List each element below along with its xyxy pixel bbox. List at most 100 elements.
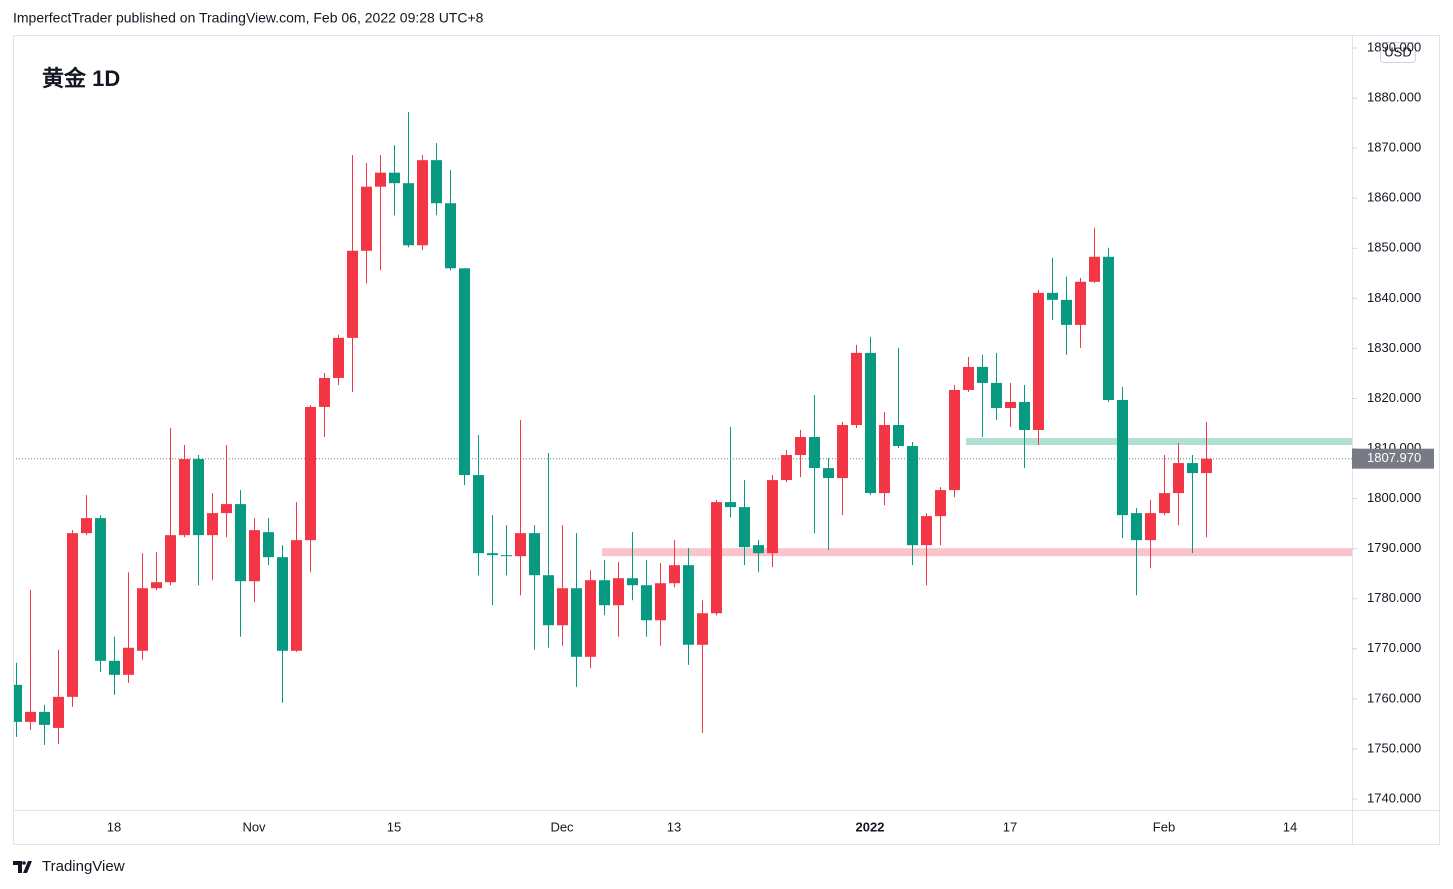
candle-body [14, 684, 22, 722]
plot-area [14, 112, 1352, 745]
candle-body [487, 553, 498, 556]
currency: USD [1384, 44, 1411, 59]
x-tick-label: 14 [1283, 819, 1297, 834]
candle-body [179, 459, 190, 536]
candle-body [599, 580, 610, 606]
candle-body [963, 366, 974, 390]
y-tick-label: 1890.000 [1367, 39, 1421, 54]
x-tick-label: 2022 [856, 819, 885, 834]
candle-body [207, 513, 218, 536]
candle-body [389, 172, 400, 184]
candle-body [249, 530, 260, 582]
candle-body [305, 406, 316, 541]
candle-body [361, 186, 372, 251]
candle-body [641, 585, 652, 621]
candle-body [725, 502, 736, 508]
candle-body [1103, 256, 1114, 400]
candle-body [123, 647, 134, 675]
chart-title: 黄金 1D [42, 66, 120, 91]
y-tick-label: 1880.000 [1367, 90, 1421, 105]
candle-body [1047, 292, 1058, 300]
y-tick-label: 1860.000 [1367, 190, 1421, 205]
candle-body [907, 446, 918, 546]
last-price-box [1352, 448, 1434, 469]
y-tick-label: 1850.000 [1367, 240, 1421, 255]
candle-body [151, 582, 162, 589]
candle-body [67, 533, 78, 697]
y-tick-label: 1740.000 [1367, 790, 1421, 805]
candle-body [809, 437, 820, 469]
candle-body [53, 696, 64, 728]
x-tick-label: 13 [667, 819, 681, 834]
candle-body [739, 507, 750, 548]
candle-body [417, 160, 428, 246]
y-tick-label: 1840.000 [1367, 290, 1421, 305]
candle-body [865, 352, 876, 494]
candle-body [473, 475, 484, 554]
candle-body [655, 583, 666, 621]
candle-body [921, 516, 932, 546]
candle-body [39, 711, 50, 725]
candle-body [459, 268, 470, 476]
y-tick-label: 1780.000 [1367, 590, 1421, 605]
candle-body [1075, 281, 1086, 325]
header: ImperfectTrader published on TradingView… [13, 10, 484, 26]
tradingview-logo [13, 861, 32, 873]
candle-body [795, 437, 806, 456]
x-tick-label: Feb [1153, 819, 1175, 834]
y-tick-label: 1800.000 [1367, 490, 1421, 505]
candle-body [319, 377, 330, 407]
candle-body [1201, 458, 1212, 474]
candle-body [25, 711, 36, 722]
candle-body [1019, 401, 1030, 431]
x-tick-label: 15 [387, 819, 401, 834]
candle-body [221, 504, 232, 514]
candle-body [291, 540, 302, 651]
candle-body [1117, 399, 1128, 516]
candle-body [893, 425, 904, 447]
candle-body [1159, 493, 1170, 514]
candle-body [1131, 513, 1142, 541]
candle-body [235, 504, 246, 582]
candle-body [375, 172, 386, 187]
footer: TradingView [42, 858, 125, 875]
candle-body [1187, 463, 1198, 474]
candle-body [445, 203, 456, 269]
candle-body [837, 425, 848, 479]
candle-body [1173, 463, 1184, 494]
candle-body [571, 588, 582, 657]
candle-body [431, 160, 442, 204]
level-zone [602, 548, 1352, 557]
level-zone [966, 438, 1352, 446]
candle-body [711, 502, 722, 614]
candle-body [403, 183, 414, 246]
frame [13, 35, 1440, 845]
candle-body [781, 455, 792, 481]
candle-body [767, 480, 778, 554]
x-tick-label: Nov [242, 819, 266, 834]
candle-body [109, 660, 120, 675]
y-tick-label: 1750.000 [1367, 740, 1421, 755]
candle-body [851, 352, 862, 426]
candle-body [697, 613, 708, 645]
candle-body [529, 533, 540, 576]
candle-body [515, 533, 526, 557]
candle-body [1145, 513, 1156, 541]
y-tick-label: 1830.000 [1367, 340, 1421, 355]
candle-body [1033, 292, 1044, 431]
candle-body [1005, 401, 1016, 408]
candle-body [585, 580, 596, 657]
last-price-label: 1807.970 [1367, 450, 1421, 465]
y-tick-label: 1820.000 [1367, 390, 1421, 405]
candle-body [935, 490, 946, 517]
candle-body [165, 535, 176, 583]
y-tick-label: 1770.000 [1367, 640, 1421, 655]
y-tick-label: 1760.000 [1367, 690, 1421, 705]
candle-body [137, 588, 148, 651]
candle-body [333, 337, 344, 378]
candle-body [81, 518, 92, 534]
candle-body [347, 250, 358, 338]
candle-body [669, 565, 680, 584]
candle-body [823, 468, 834, 479]
